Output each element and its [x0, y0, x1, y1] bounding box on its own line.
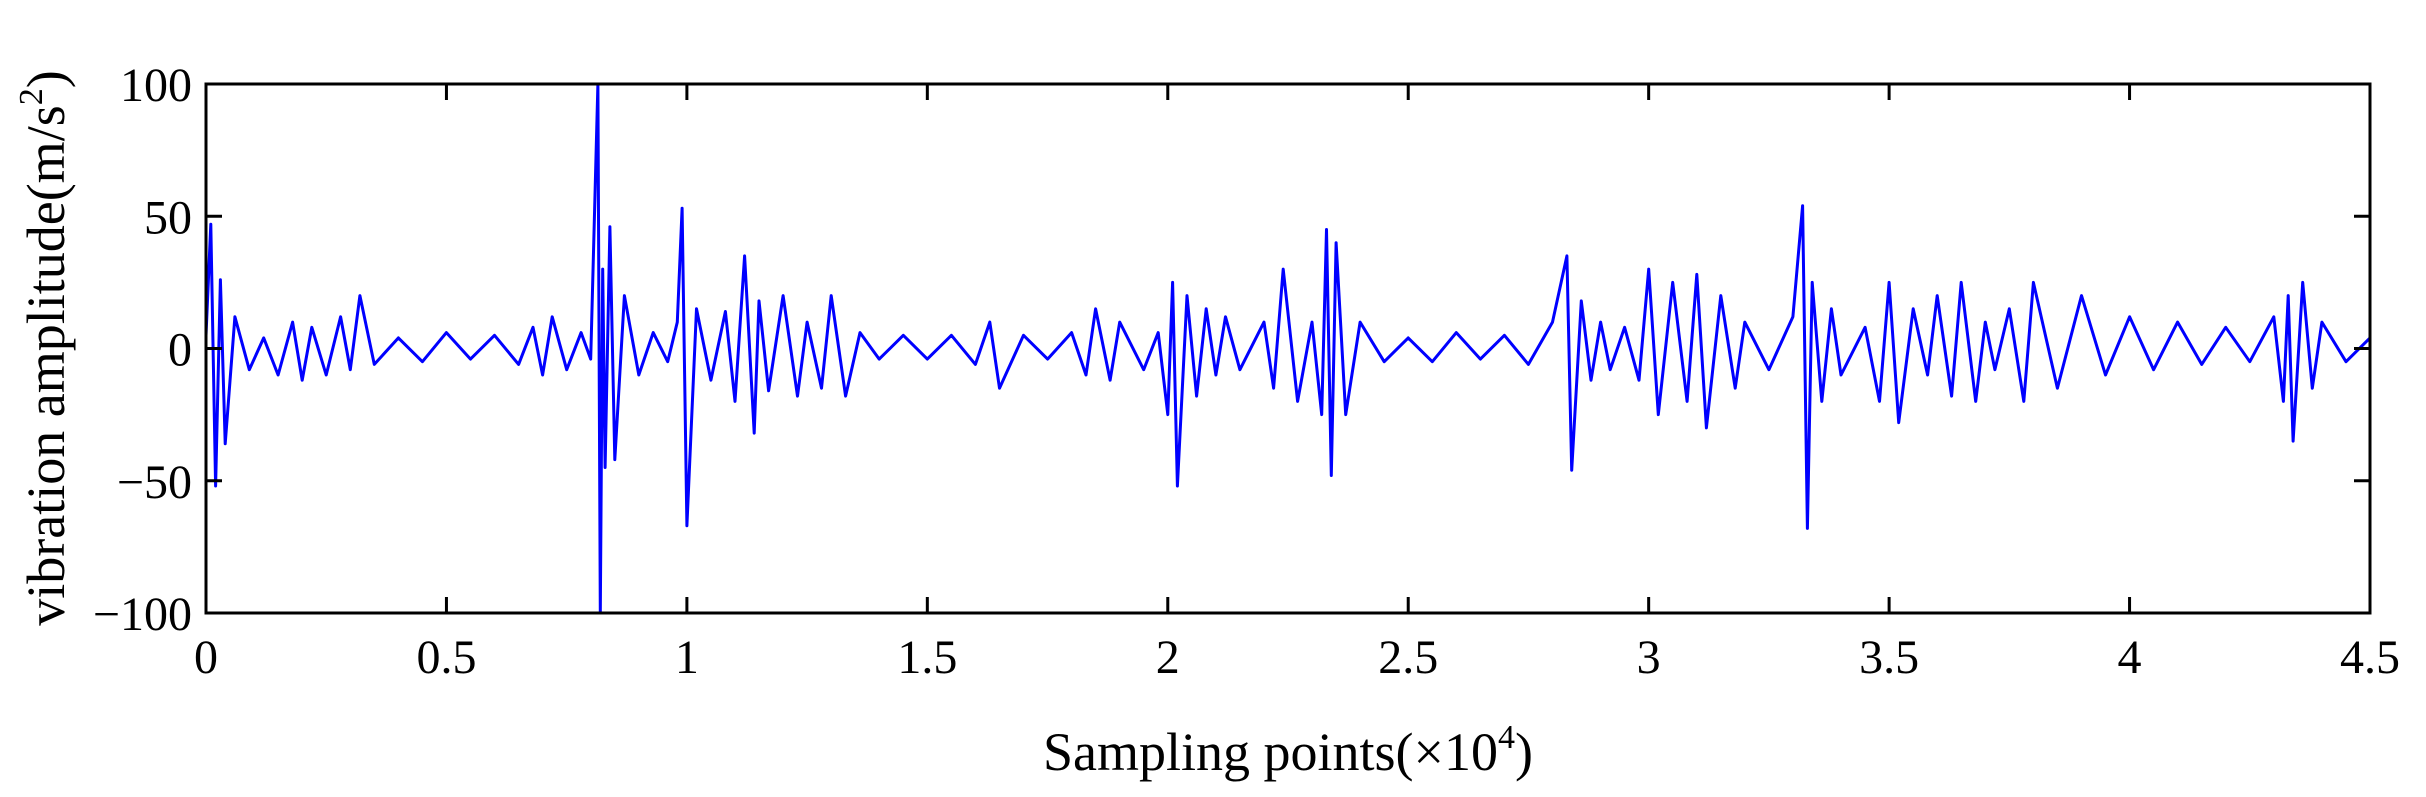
x-tick-label: 4.5 — [2340, 631, 2400, 684]
y-axis-title-exponent: 2 — [13, 88, 50, 105]
y-tick-label: −50 — [117, 456, 192, 509]
x-axis-title-exponent: 4 — [1498, 719, 1515, 756]
x-tick-label: 2.5 — [1378, 631, 1438, 684]
series-layer — [204, 82, 2372, 615]
x-tick-label: 1.5 — [897, 631, 957, 684]
x-tick-label: 3.5 — [1859, 631, 1919, 684]
x-tick-label: 4 — [2118, 631, 2142, 684]
x-tick-label: 2 — [1156, 631, 1180, 684]
x-tick-label: 0 — [194, 631, 218, 684]
y-tick-label: −100 — [93, 588, 192, 641]
series-line — [204, 82, 2372, 615]
x-tick-label: 1 — [675, 631, 699, 684]
x-axis-title: Sampling points(×104) — [1043, 719, 1533, 782]
x-tick-label: 3 — [1637, 631, 1661, 684]
y-tick-label: 0 — [168, 324, 192, 377]
tick-layer: 0 0.5 1 1.5 2 2.5 3 3.5 4 4.5 100 50 0 −50 −100 — [93, 59, 2400, 684]
y-axis-title: vibration amplitude(m/s2) — [13, 70, 76, 625]
x-tick-label: 0.5 — [416, 631, 476, 684]
y-tick-label: 50 — [144, 191, 192, 244]
y-tick-label: 100 — [120, 59, 192, 112]
plot-background — [206, 84, 2370, 613]
